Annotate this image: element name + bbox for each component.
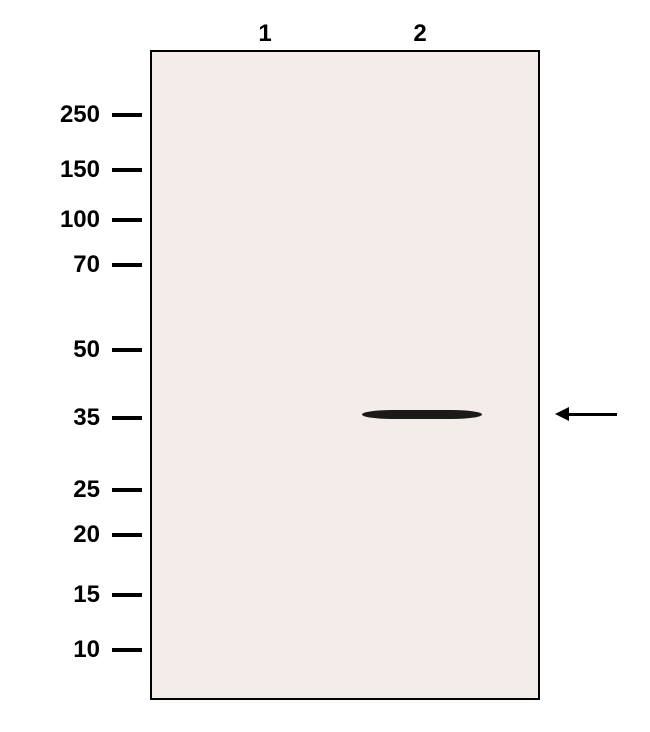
mw-tick-100	[112, 218, 142, 222]
mw-tick-70	[112, 263, 142, 267]
mw-label-100: 100	[0, 206, 100, 234]
mw-label-50: 50	[0, 336, 100, 364]
mw-tick-15	[112, 593, 142, 597]
mw-tick-25	[112, 488, 142, 492]
mw-label-20: 20	[0, 521, 100, 549]
mw-label-15: 15	[0, 581, 100, 609]
mw-tick-20	[112, 533, 142, 537]
mw-tick-35	[112, 416, 142, 420]
mw-label-25: 25	[0, 476, 100, 504]
band-lane2-0	[362, 410, 482, 419]
wb-figure: 1 2 250 150 100 70 50 35 25 20 15 10	[0, 0, 650, 732]
mw-label-250: 250	[0, 101, 100, 129]
mw-label-70: 70	[0, 251, 100, 279]
mw-tick-150	[112, 168, 142, 172]
mw-label-35: 35	[0, 404, 100, 432]
mw-tick-250	[112, 113, 142, 117]
mw-tick-10	[112, 648, 142, 652]
blot-membrane	[150, 50, 540, 700]
mw-tick-50	[112, 348, 142, 352]
mw-label-10: 10	[0, 636, 100, 664]
mw-label-150: 150	[0, 156, 100, 184]
lane-label-2: 2	[405, 20, 435, 48]
lane-label-1: 1	[250, 20, 280, 48]
arrow-shaft	[567, 413, 617, 416]
